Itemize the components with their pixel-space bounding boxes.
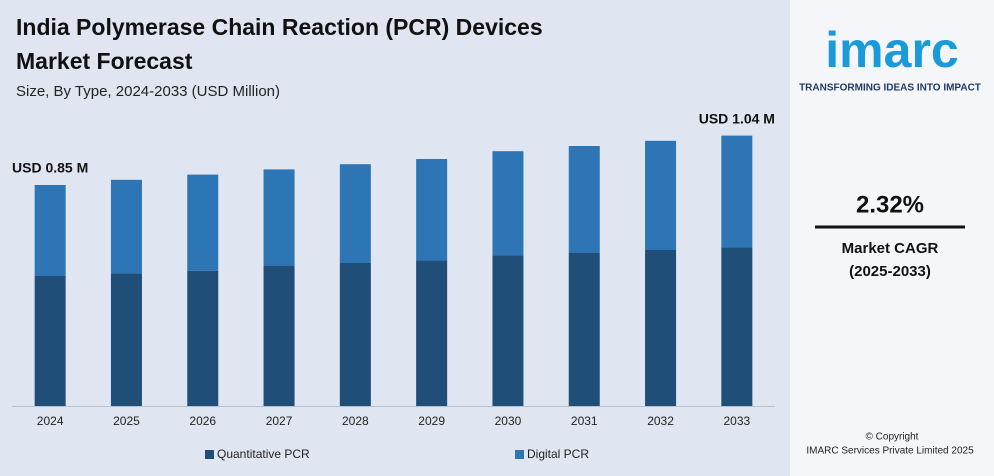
bar-segment <box>492 151 524 256</box>
side-panel <box>790 0 994 476</box>
bar-segment <box>645 250 677 406</box>
bar-segment <box>110 179 142 274</box>
bar-segment <box>263 169 295 266</box>
x-tick-label: 2031 <box>571 414 598 428</box>
x-tick-label: 2029 <box>418 414 445 428</box>
annotation: USD 0.85 M <box>12 160 88 176</box>
legend-swatch <box>205 450 214 459</box>
logo: imarc <box>825 22 958 78</box>
bar-segment <box>645 140 677 250</box>
bar-segment <box>721 247 753 406</box>
cagr-period: (2025-2033) <box>849 263 931 280</box>
bar-segment <box>339 164 371 263</box>
cagr-value: 2.32% <box>856 191 924 218</box>
bar-segment <box>187 174 219 271</box>
bar-segment <box>568 146 600 253</box>
bar-segment <box>187 270 219 406</box>
bar-segment <box>568 252 600 406</box>
bar-segment <box>34 276 66 406</box>
bar-segment <box>721 135 753 248</box>
annotation: USD 1.04 M <box>699 110 775 126</box>
company: IMARC Services Private Limited 2025 <box>806 446 974 457</box>
bar-segment <box>263 265 295 406</box>
legend-label: Digital PCR <box>527 447 589 461</box>
bar-segment <box>339 263 371 406</box>
chart-title: India Polymerase Chain Reaction (PCR) De… <box>16 14 543 74</box>
legend-swatch <box>515 450 524 459</box>
cagr-label: Market CAGR <box>842 240 939 257</box>
x-tick-label: 2024 <box>37 414 64 428</box>
legend-label: Quantitative PCR <box>217 447 310 461</box>
x-tick-label: 2026 <box>189 414 216 428</box>
bar-segment <box>110 273 142 406</box>
x-tick-label: 2027 <box>266 414 293 428</box>
copyright: © Copyright <box>866 432 919 443</box>
bar-segment <box>492 255 524 406</box>
bar-segment <box>416 159 448 261</box>
x-tick-label: 2030 <box>495 414 522 428</box>
x-tick-label: 2032 <box>647 414 674 428</box>
x-tick-label: 2028 <box>342 414 369 428</box>
bar-segment <box>34 185 66 276</box>
bar-segment <box>416 260 448 406</box>
tagline: TRANSFORMING IDEAS INTO IMPACT <box>799 83 981 94</box>
x-tick-label: 2033 <box>723 414 750 428</box>
chart-subtitle: Size, By Type, 2024-2033 (USD Million) <box>16 83 280 100</box>
x-tick-label: 2025 <box>113 414 140 428</box>
